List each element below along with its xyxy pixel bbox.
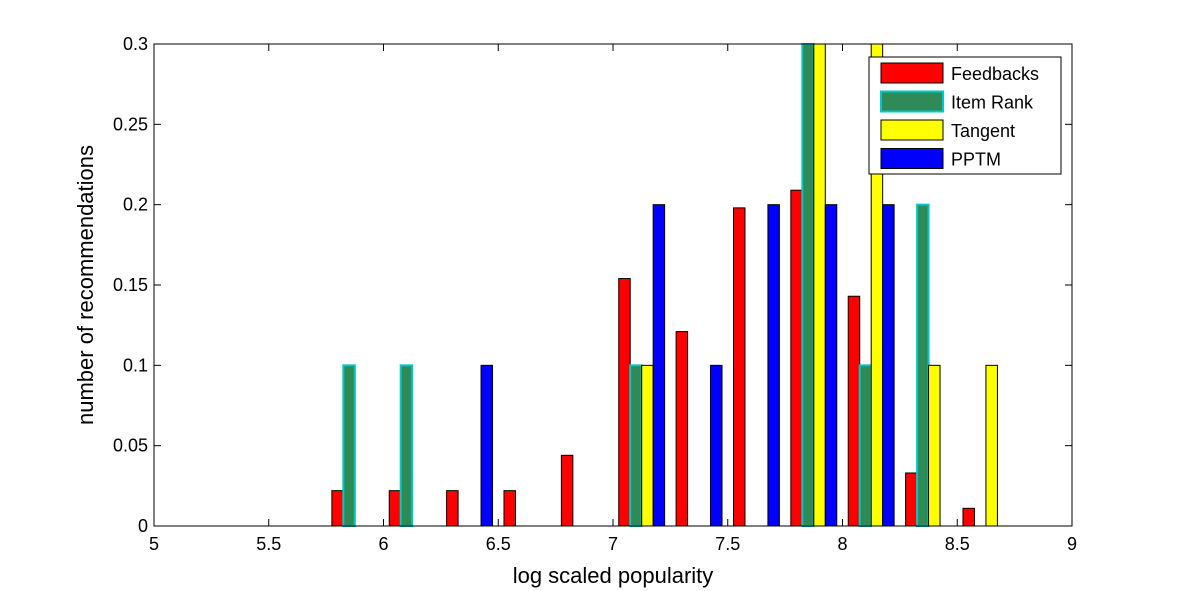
bar-pptm — [480, 364, 494, 527]
x-tick-label: 6 — [378, 534, 388, 554]
x-tick-label: 8 — [837, 534, 847, 554]
legend-label: Feedbacks — [951, 64, 1039, 84]
bar-pptm — [824, 204, 838, 527]
y-tick-label: 0.2 — [123, 195, 148, 215]
bar-feedbacks — [560, 454, 574, 527]
bar-tangent — [641, 364, 654, 527]
bar-feedbacks — [446, 490, 459, 527]
bar-tangent — [813, 43, 826, 527]
bar-pptm — [767, 204, 780, 527]
x-tick-label: 5 — [149, 534, 159, 554]
legend-label: Item Rank — [951, 93, 1034, 113]
y-axis-title: number of recommendations — [73, 145, 98, 425]
x-tick-label: 8.5 — [945, 534, 970, 554]
y-tick-label: 0.25 — [113, 114, 148, 134]
legend-label: PPTM — [951, 150, 1001, 170]
y-tick-label: 0.05 — [113, 436, 148, 456]
bar-item-rank — [399, 364, 414, 527]
bar-feedbacks — [675, 331, 689, 527]
y-tick-label: 0.1 — [123, 355, 148, 375]
bar-feedbacks — [618, 278, 631, 527]
y-axis: 0 0.05 0.1 0.15 0.2 0.25 0.3 — [113, 34, 1072, 536]
bar-item-rank — [916, 203, 930, 527]
bar-feedbacks — [962, 507, 975, 527]
bar-feedbacks — [905, 472, 918, 527]
bar-feedbacks — [790, 189, 803, 527]
bar-feedbacks — [388, 490, 402, 527]
bar-feedbacks — [847, 295, 861, 527]
y-tick-label: 0 — [138, 516, 148, 536]
legend-swatch — [880, 90, 944, 113]
legend: Feedbacks Item Rank Tangent PPTM — [868, 56, 1062, 175]
bar-item-rank — [629, 364, 643, 527]
bar-item-rank — [858, 364, 873, 527]
bar-pptm — [882, 204, 895, 527]
bar-feedbacks — [503, 490, 516, 527]
bar-item-rank — [342, 364, 356, 527]
bars-group — [331, 43, 998, 527]
x-tick-label: 7.5 — [715, 534, 740, 554]
bar-feedbacks — [331, 490, 344, 527]
legend-swatch — [880, 148, 944, 169]
legend-swatch — [880, 62, 944, 84]
legend-label: Tangent — [951, 121, 1015, 141]
x-tick-label: 5.5 — [256, 534, 281, 554]
bar-pptm — [710, 364, 723, 527]
x-axis: 5 5.5 6 6.5 7 7.5 8 8.5 9 — [149, 44, 1077, 554]
bar-item-rank — [801, 43, 815, 527]
bar-feedbacks — [732, 207, 746, 527]
x-tick-label: 9 — [1067, 534, 1077, 554]
y-tick-label: 0.15 — [113, 275, 148, 295]
bar-tangent — [985, 364, 998, 527]
x-tick-label: 7 — [608, 534, 618, 554]
bar-tangent — [928, 364, 941, 527]
x-tick-label: 6.5 — [486, 534, 511, 554]
bar-pptm — [652, 204, 666, 527]
x-axis-title: log scaled popularity — [513, 563, 714, 588]
y-tick-label: 0.3 — [123, 34, 148, 54]
legend-swatch — [880, 119, 944, 141]
